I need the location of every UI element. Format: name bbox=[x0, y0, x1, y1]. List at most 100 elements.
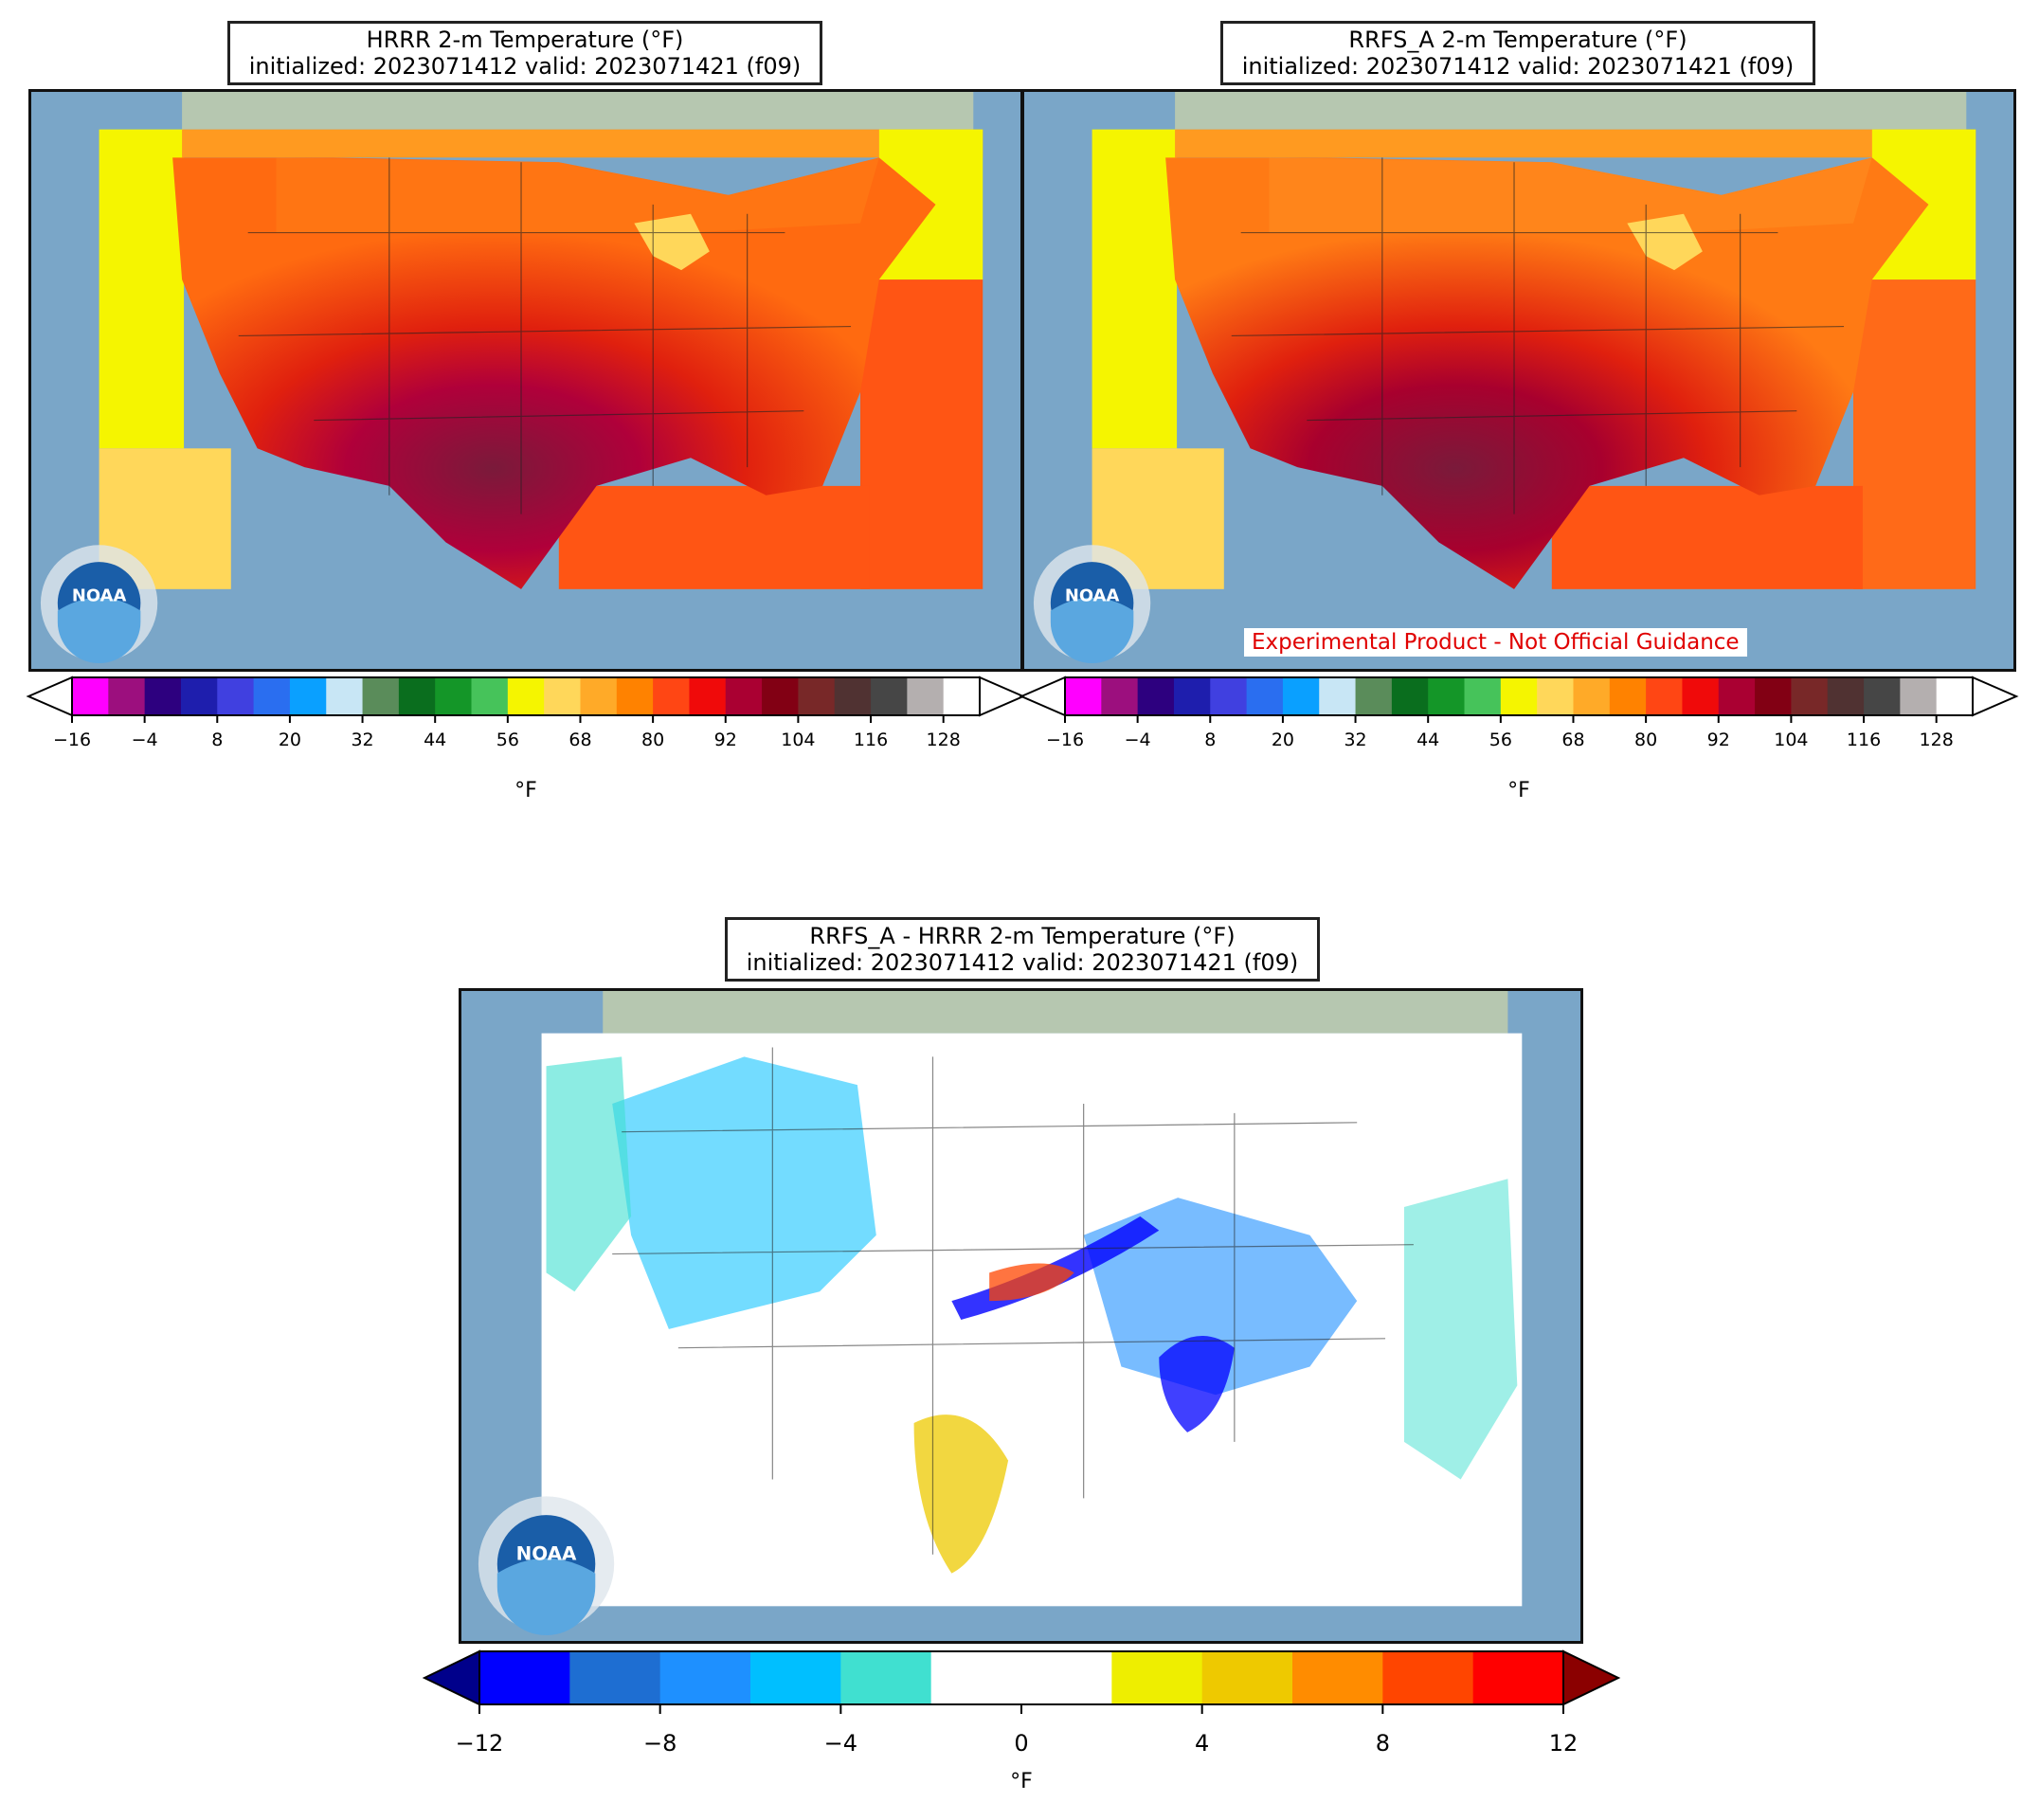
colorbar-tick-label: 68 bbox=[1561, 730, 1585, 750]
colorbar-swatch bbox=[1382, 1651, 1474, 1704]
colorbar-tick-label: 32 bbox=[351, 730, 374, 750]
rrfs-map: NOAA bbox=[1021, 89, 2016, 672]
state-lines bbox=[238, 157, 852, 514]
panel1-title: HRRR 2-m Temperature (°F) initialized: 2… bbox=[227, 21, 822, 85]
colorbar-swatch bbox=[943, 677, 981, 715]
temp-colorbar-1-ticks: −16 −4 8 20 32 44 56 68 80 92 104 116 128 bbox=[28, 722, 1023, 750]
noaa-logo: NOAA bbox=[40, 545, 158, 664]
colorbar-swatch bbox=[1355, 677, 1393, 715]
colorbar-swatch bbox=[1682, 677, 1720, 715]
colorbar-tick-label: 104 bbox=[781, 730, 816, 750]
colorbar-swatch bbox=[108, 677, 146, 715]
colorbar-tick-label: 8 bbox=[211, 730, 224, 750]
temp-colorbar-2-graphic bbox=[1019, 676, 2019, 723]
teal-atlantic bbox=[1403, 1179, 1518, 1480]
diff-map-graphic: NOAA bbox=[461, 991, 1580, 1641]
colorbar-tick-label: 104 bbox=[1774, 730, 1809, 750]
cold-core-southeast bbox=[1159, 1335, 1235, 1433]
canada-north bbox=[1269, 157, 1872, 233]
colorbar-tick-label: 32 bbox=[1344, 730, 1367, 750]
colorbar-swatch bbox=[1201, 1651, 1293, 1704]
colorbar-tick-label: 20 bbox=[278, 730, 301, 750]
colorbar-swatch bbox=[907, 677, 945, 715]
colorbar-swatch bbox=[217, 677, 255, 715]
colorbar-swatch bbox=[1646, 677, 1684, 715]
colorbar-swatch bbox=[1246, 677, 1284, 715]
domain-gulf bbox=[1551, 485, 1863, 589]
colorbar-swatch bbox=[1210, 677, 1248, 715]
colorbar-swatch bbox=[616, 677, 654, 715]
panel2-title: RRFS_A 2-m Temperature (°F) initialized:… bbox=[1220, 21, 1815, 85]
colorbar-swatch bbox=[289, 677, 327, 715]
land-top bbox=[1175, 92, 1967, 130]
colorbar-extend-high bbox=[979, 676, 1026, 717]
panel1-title-line1: HRRR 2-m Temperature (°F) bbox=[366, 27, 684, 53]
colorbar-tick-label: 56 bbox=[1489, 730, 1512, 750]
noaa-logo-text: NOAA bbox=[516, 1543, 577, 1565]
colorbar-swatch bbox=[1391, 677, 1429, 715]
colorbar-swatch bbox=[871, 677, 908, 715]
colorbar-swatch bbox=[253, 677, 291, 715]
colorbar-outline bbox=[1064, 676, 1974, 716]
temp-colorbar-1-graphic bbox=[26, 676, 1026, 723]
temp-colorbar-2-ticks: −16 −4 8 20 32 44 56 68 80 92 104 116 128 bbox=[1021, 722, 2016, 750]
colorbar-swatch bbox=[435, 677, 473, 715]
colorbar-tick-label: −4 bbox=[1124, 730, 1151, 750]
domain-gulf bbox=[558, 485, 870, 589]
colorbar-swatch bbox=[725, 677, 763, 715]
colorbar-swatch bbox=[471, 677, 509, 715]
experimental-warning: Experimental Product - Not Official Guid… bbox=[1244, 628, 1747, 657]
colorbar-extend-low bbox=[26, 676, 73, 717]
colorbar-swatch bbox=[72, 677, 109, 715]
colorbar-tick-label: 20 bbox=[1271, 730, 1294, 750]
colorbar-swatch bbox=[1464, 677, 1502, 715]
colorbar-tick-label: 116 bbox=[853, 730, 889, 750]
colorbar-swatch bbox=[398, 677, 436, 715]
diff-colorbar-unit: °F bbox=[1010, 1770, 1033, 1793]
cold-bias-region-west bbox=[612, 1056, 876, 1329]
temp-colorbar-1-unit: °F bbox=[514, 779, 537, 802]
colorbar-swatch bbox=[1319, 677, 1357, 715]
colorbar-tick-label: 68 bbox=[568, 730, 592, 750]
colorbar-tick-label: 80 bbox=[1634, 730, 1658, 750]
canada-north bbox=[276, 157, 879, 233]
panel3-title: RRFS_A - HRRR 2-m Temperature (°F) initi… bbox=[725, 917, 1320, 982]
colorbar-swatch bbox=[1065, 677, 1102, 715]
colorbar-tick-label: 128 bbox=[926, 730, 961, 750]
colorbar-swatch bbox=[1864, 677, 1901, 715]
colorbar-swatch bbox=[1292, 1651, 1383, 1704]
diff-colorbar-graphic bbox=[422, 1649, 1621, 1714]
colorbar-tick-label: 12 bbox=[1548, 1730, 1579, 1757]
colorbar-outline bbox=[71, 676, 981, 716]
colorbar-swatch bbox=[798, 677, 836, 715]
colorbar-swatch bbox=[689, 677, 727, 715]
colorbar-tick-label: 8 bbox=[1375, 1730, 1390, 1757]
panel2-title-line2: initialized: 2023071412 valid: 202307142… bbox=[1241, 53, 1795, 80]
domain-atlantic bbox=[859, 279, 983, 589]
domain-atlantic bbox=[1852, 279, 1976, 589]
colorbar-swatch bbox=[750, 1651, 841, 1704]
colorbar-swatch bbox=[930, 1651, 1022, 1704]
panel1-title-line2: initialized: 2023071412 valid: 202307142… bbox=[248, 53, 802, 80]
domain-pacific bbox=[1092, 129, 1178, 449]
colorbar-swatch bbox=[659, 1651, 751, 1704]
colorbar-swatch bbox=[180, 677, 218, 715]
colorbar-swatch bbox=[1500, 677, 1538, 715]
state-lines bbox=[1231, 157, 1845, 514]
colorbar-swatch bbox=[144, 677, 182, 715]
diff-colorbar-ticks: −12 −8 −4 0 4 8 12 bbox=[424, 1730, 1618, 1762]
colorbar-tick-label: −8 bbox=[642, 1730, 677, 1757]
noaa-logo: NOAA bbox=[1033, 545, 1151, 664]
colorbar-tick-label: 128 bbox=[1919, 730, 1954, 750]
temp-colorbar-2 bbox=[1019, 676, 2019, 723]
colorbar-swatch bbox=[362, 677, 400, 715]
colorbar-swatch bbox=[1282, 677, 1320, 715]
cold-bias-region-east bbox=[1083, 1198, 1358, 1396]
domain-pacific bbox=[99, 129, 185, 449]
colorbar-swatch bbox=[1573, 677, 1611, 715]
colorbar-swatch bbox=[1111, 1651, 1203, 1704]
warm-bias-south bbox=[913, 1415, 1009, 1574]
domain-north bbox=[182, 129, 983, 158]
hrrr-map-graphic: NOAA bbox=[31, 92, 1020, 669]
panel3-title-line2: initialized: 2023071412 valid: 202307142… bbox=[746, 949, 1299, 976]
